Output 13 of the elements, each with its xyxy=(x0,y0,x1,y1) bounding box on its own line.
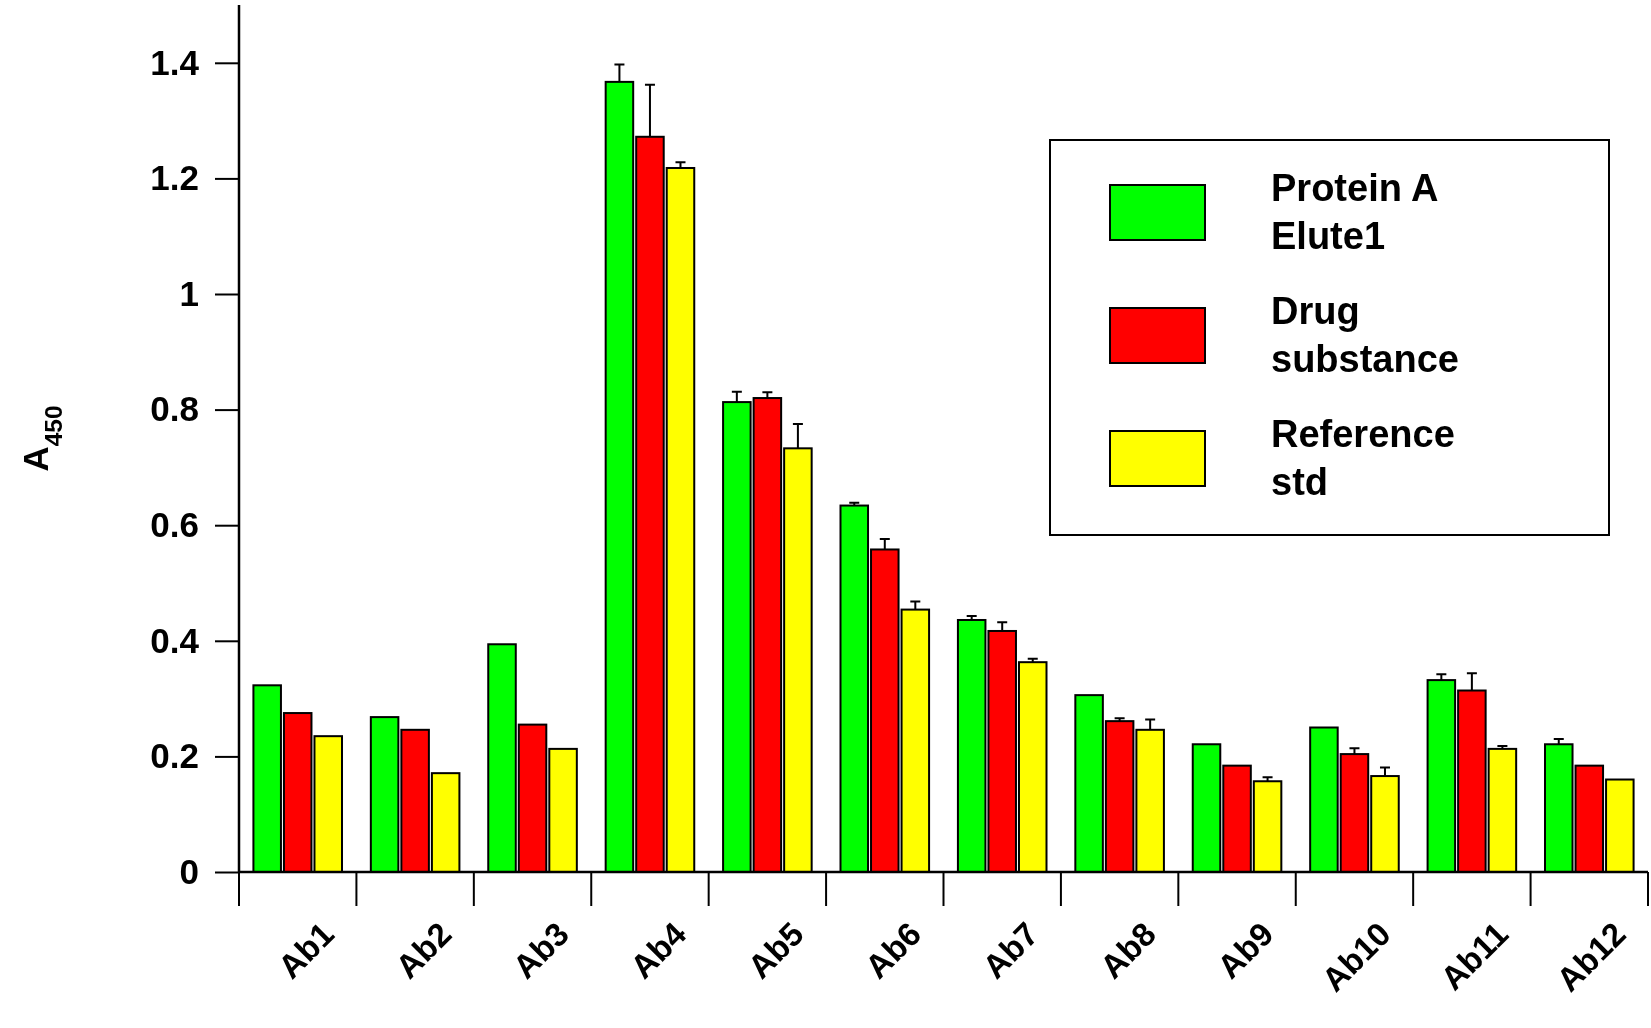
legend-label: Protein A Elute1 xyxy=(1271,167,1439,258)
y-tick-label: 0.2 xyxy=(150,736,199,776)
y-tick-label: 0.6 xyxy=(150,504,199,544)
legend-label: Drug substance xyxy=(1271,290,1459,381)
y-tick-label: 0.8 xyxy=(150,389,199,429)
y-tick-label: 0 xyxy=(179,851,199,891)
y-tick-label: 1.4 xyxy=(150,42,200,82)
x-tick-label: Ab1 xyxy=(270,915,341,986)
legend-label: Reference std xyxy=(1271,413,1455,504)
y-tick-label: 0.4 xyxy=(150,620,200,660)
y-tick-label: 1.2 xyxy=(150,158,199,198)
y-tick-label: 1 xyxy=(179,273,199,313)
x-tick-label: Ab9 xyxy=(1210,915,1281,986)
